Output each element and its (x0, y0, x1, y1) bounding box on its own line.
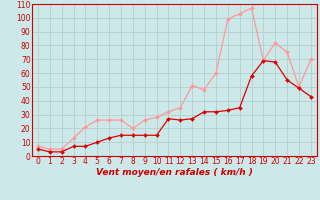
X-axis label: Vent moyen/en rafales ( km/h ): Vent moyen/en rafales ( km/h ) (96, 168, 253, 177)
